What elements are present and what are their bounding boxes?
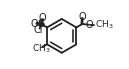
Text: Cl: Cl <box>34 25 43 35</box>
Text: CH$_3$: CH$_3$ <box>32 42 51 55</box>
Text: O: O <box>79 12 87 22</box>
Text: O: O <box>38 13 46 23</box>
Text: S: S <box>38 19 45 29</box>
Text: CH$_3$: CH$_3$ <box>95 18 114 31</box>
Text: O: O <box>85 20 93 30</box>
Text: O: O <box>31 19 38 29</box>
